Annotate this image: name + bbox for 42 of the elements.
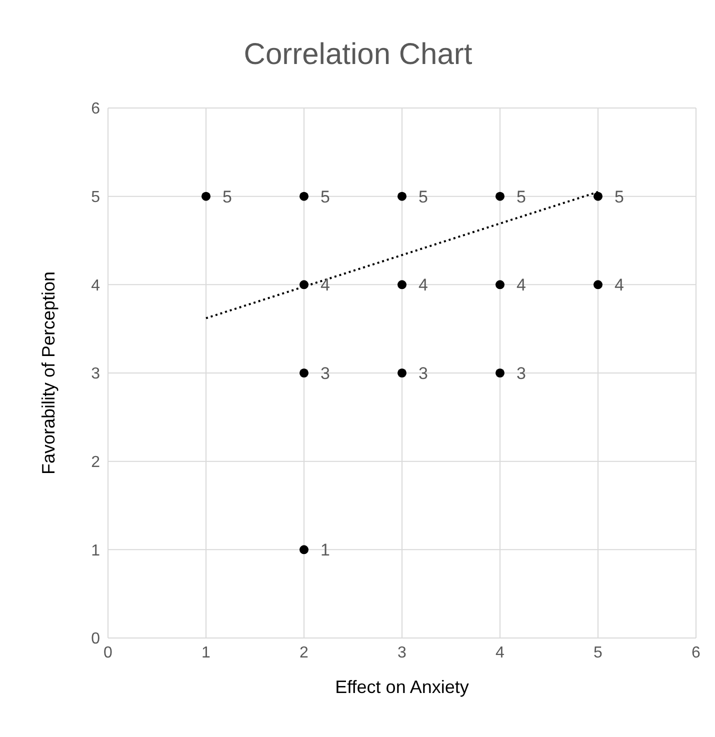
data-label: 5: [320, 187, 330, 206]
y-tick-label: 2: [91, 454, 100, 472]
x-tick-label: 2: [300, 644, 309, 662]
point: [397, 192, 407, 201]
x-axis-title: Effect on Anxiety: [335, 677, 469, 697]
data-label: 4: [516, 276, 526, 295]
x-tick-label: 0: [104, 644, 113, 662]
data-label: 5: [516, 187, 526, 206]
y-tick-label: 0: [91, 630, 100, 648]
point: [495, 368, 505, 378]
point: [397, 280, 407, 290]
data-label: 5: [614, 187, 624, 206]
data-label: 4: [418, 276, 428, 295]
x-tick-label: 3: [398, 644, 407, 662]
data-label: 1: [320, 540, 330, 560]
point: [397, 368, 407, 378]
point: [593, 192, 603, 201]
y-tick-label: 5: [91, 189, 100, 206]
point: [299, 545, 309, 554]
data-label: 4: [320, 276, 330, 295]
y-axis-title: Favorability of Perception: [38, 271, 58, 475]
data-label: 4: [614, 276, 624, 295]
data-label: 3: [516, 364, 526, 384]
point: [299, 192, 309, 201]
point: [495, 280, 505, 290]
point: [201, 192, 211, 201]
data-label: 5: [222, 187, 232, 206]
y-tick-label: 6: [91, 100, 100, 118]
y-tick-label: 1: [91, 542, 100, 560]
data-label: 3: [320, 364, 330, 384]
point: [593, 280, 603, 290]
x-tick-label: 4: [496, 644, 505, 662]
y-tick-label: 4: [91, 277, 100, 294]
data-label: 3: [418, 364, 428, 384]
x-tick-label: 5: [594, 644, 603, 662]
y-tick-label: 3: [91, 366, 100, 383]
x-tick-label: 6: [692, 644, 701, 662]
data-label: 5: [418, 187, 428, 206]
point: [299, 368, 309, 378]
x-tick-label: 1: [202, 644, 211, 662]
point: [495, 192, 505, 201]
chart-title: Correlation Chart: [242, 37, 474, 73]
